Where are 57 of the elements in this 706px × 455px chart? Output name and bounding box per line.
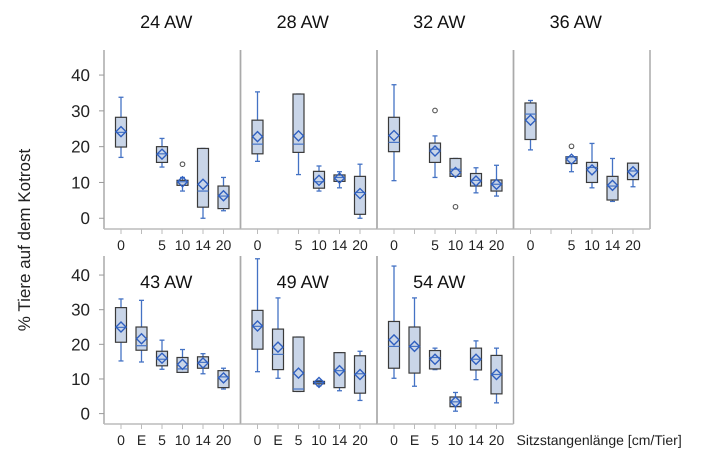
x-tick-label: 14 <box>332 237 348 253</box>
x-tick-label: 14 <box>468 432 484 448</box>
y-tick-label: 10 <box>71 370 90 389</box>
x-tick-label: 20 <box>488 237 504 253</box>
chart-title: 28 AW <box>276 12 329 32</box>
x-tick-label: 10 <box>584 237 600 253</box>
text: 54 AW <box>413 272 466 292</box>
chart-title: 32 AW <box>413 12 466 32</box>
x-tick-label: 5 <box>431 237 440 253</box>
x-tick-label: 14 <box>604 237 620 253</box>
x-tick-label: 10 <box>311 237 327 253</box>
x-tick-label: 20 <box>216 432 232 448</box>
y-axis-title: % Tiere auf dem Kotrost <box>15 148 34 332</box>
text: 49 AW <box>276 272 329 292</box>
x-tick-label: 0 <box>526 237 535 253</box>
chart-title: 36 AW <box>550 12 602 32</box>
y-tick-label: 10 <box>71 173 90 192</box>
x-tick-label: 0 <box>390 237 398 253</box>
x-tick-label: 0 <box>117 237 126 253</box>
text: 43 AW <box>140 272 192 292</box>
x-tick-label: 5 <box>431 432 440 448</box>
chart-title: 24 AW <box>140 12 192 32</box>
x-axis-title: Sitzstangenlänge [cm/Tier] <box>516 432 682 448</box>
x-tick-label: 10 <box>448 237 464 253</box>
y-tick-label: 0 <box>80 404 90 424</box>
x-tick-label: 20 <box>488 432 504 448</box>
x-tick-label: 10 <box>311 432 327 448</box>
x-tick-label: 0 <box>254 237 262 253</box>
x-tick-label: 0 <box>117 432 126 448</box>
x-tick-label: 20 <box>625 237 641 253</box>
x-tick-label: 0 <box>254 432 262 448</box>
x-tick-label: 10 <box>448 432 464 448</box>
x-tick-label: 5 <box>294 237 303 253</box>
x-tick-label: 10 <box>174 432 190 448</box>
x-tick-label: 20 <box>216 237 232 253</box>
x-tick-label: 0 <box>390 432 398 448</box>
x-tick-label: 10 <box>174 237 190 253</box>
x-tick-label: E <box>410 432 420 448</box>
y-tick-label: 20 <box>71 335 90 354</box>
y-tick-label: 30 <box>71 102 90 121</box>
x-tick-label: 5 <box>158 432 166 448</box>
x-tick-label: E <box>136 432 146 448</box>
x-tick-label: 14 <box>195 432 211 448</box>
x-tick-label: 14 <box>195 237 211 253</box>
y-tick-label: 30 <box>71 300 90 320</box>
y-tick-label: 20 <box>71 138 90 157</box>
y-tick-label: 0 <box>80 209 90 228</box>
x-tick-label: 5 <box>294 432 303 448</box>
x-tick-label: 20 <box>352 432 368 448</box>
x-tick-label: 5 <box>158 237 166 253</box>
y-tick-label: 40 <box>71 66 90 86</box>
y-tick-label: 40 <box>71 266 90 285</box>
x-tick-label: 14 <box>332 432 348 448</box>
x-tick-label: 20 <box>352 237 368 253</box>
x-tick-label: E <box>273 432 283 448</box>
x-tick-label: 5 <box>568 237 576 253</box>
x-tick-label: 14 <box>468 237 484 253</box>
